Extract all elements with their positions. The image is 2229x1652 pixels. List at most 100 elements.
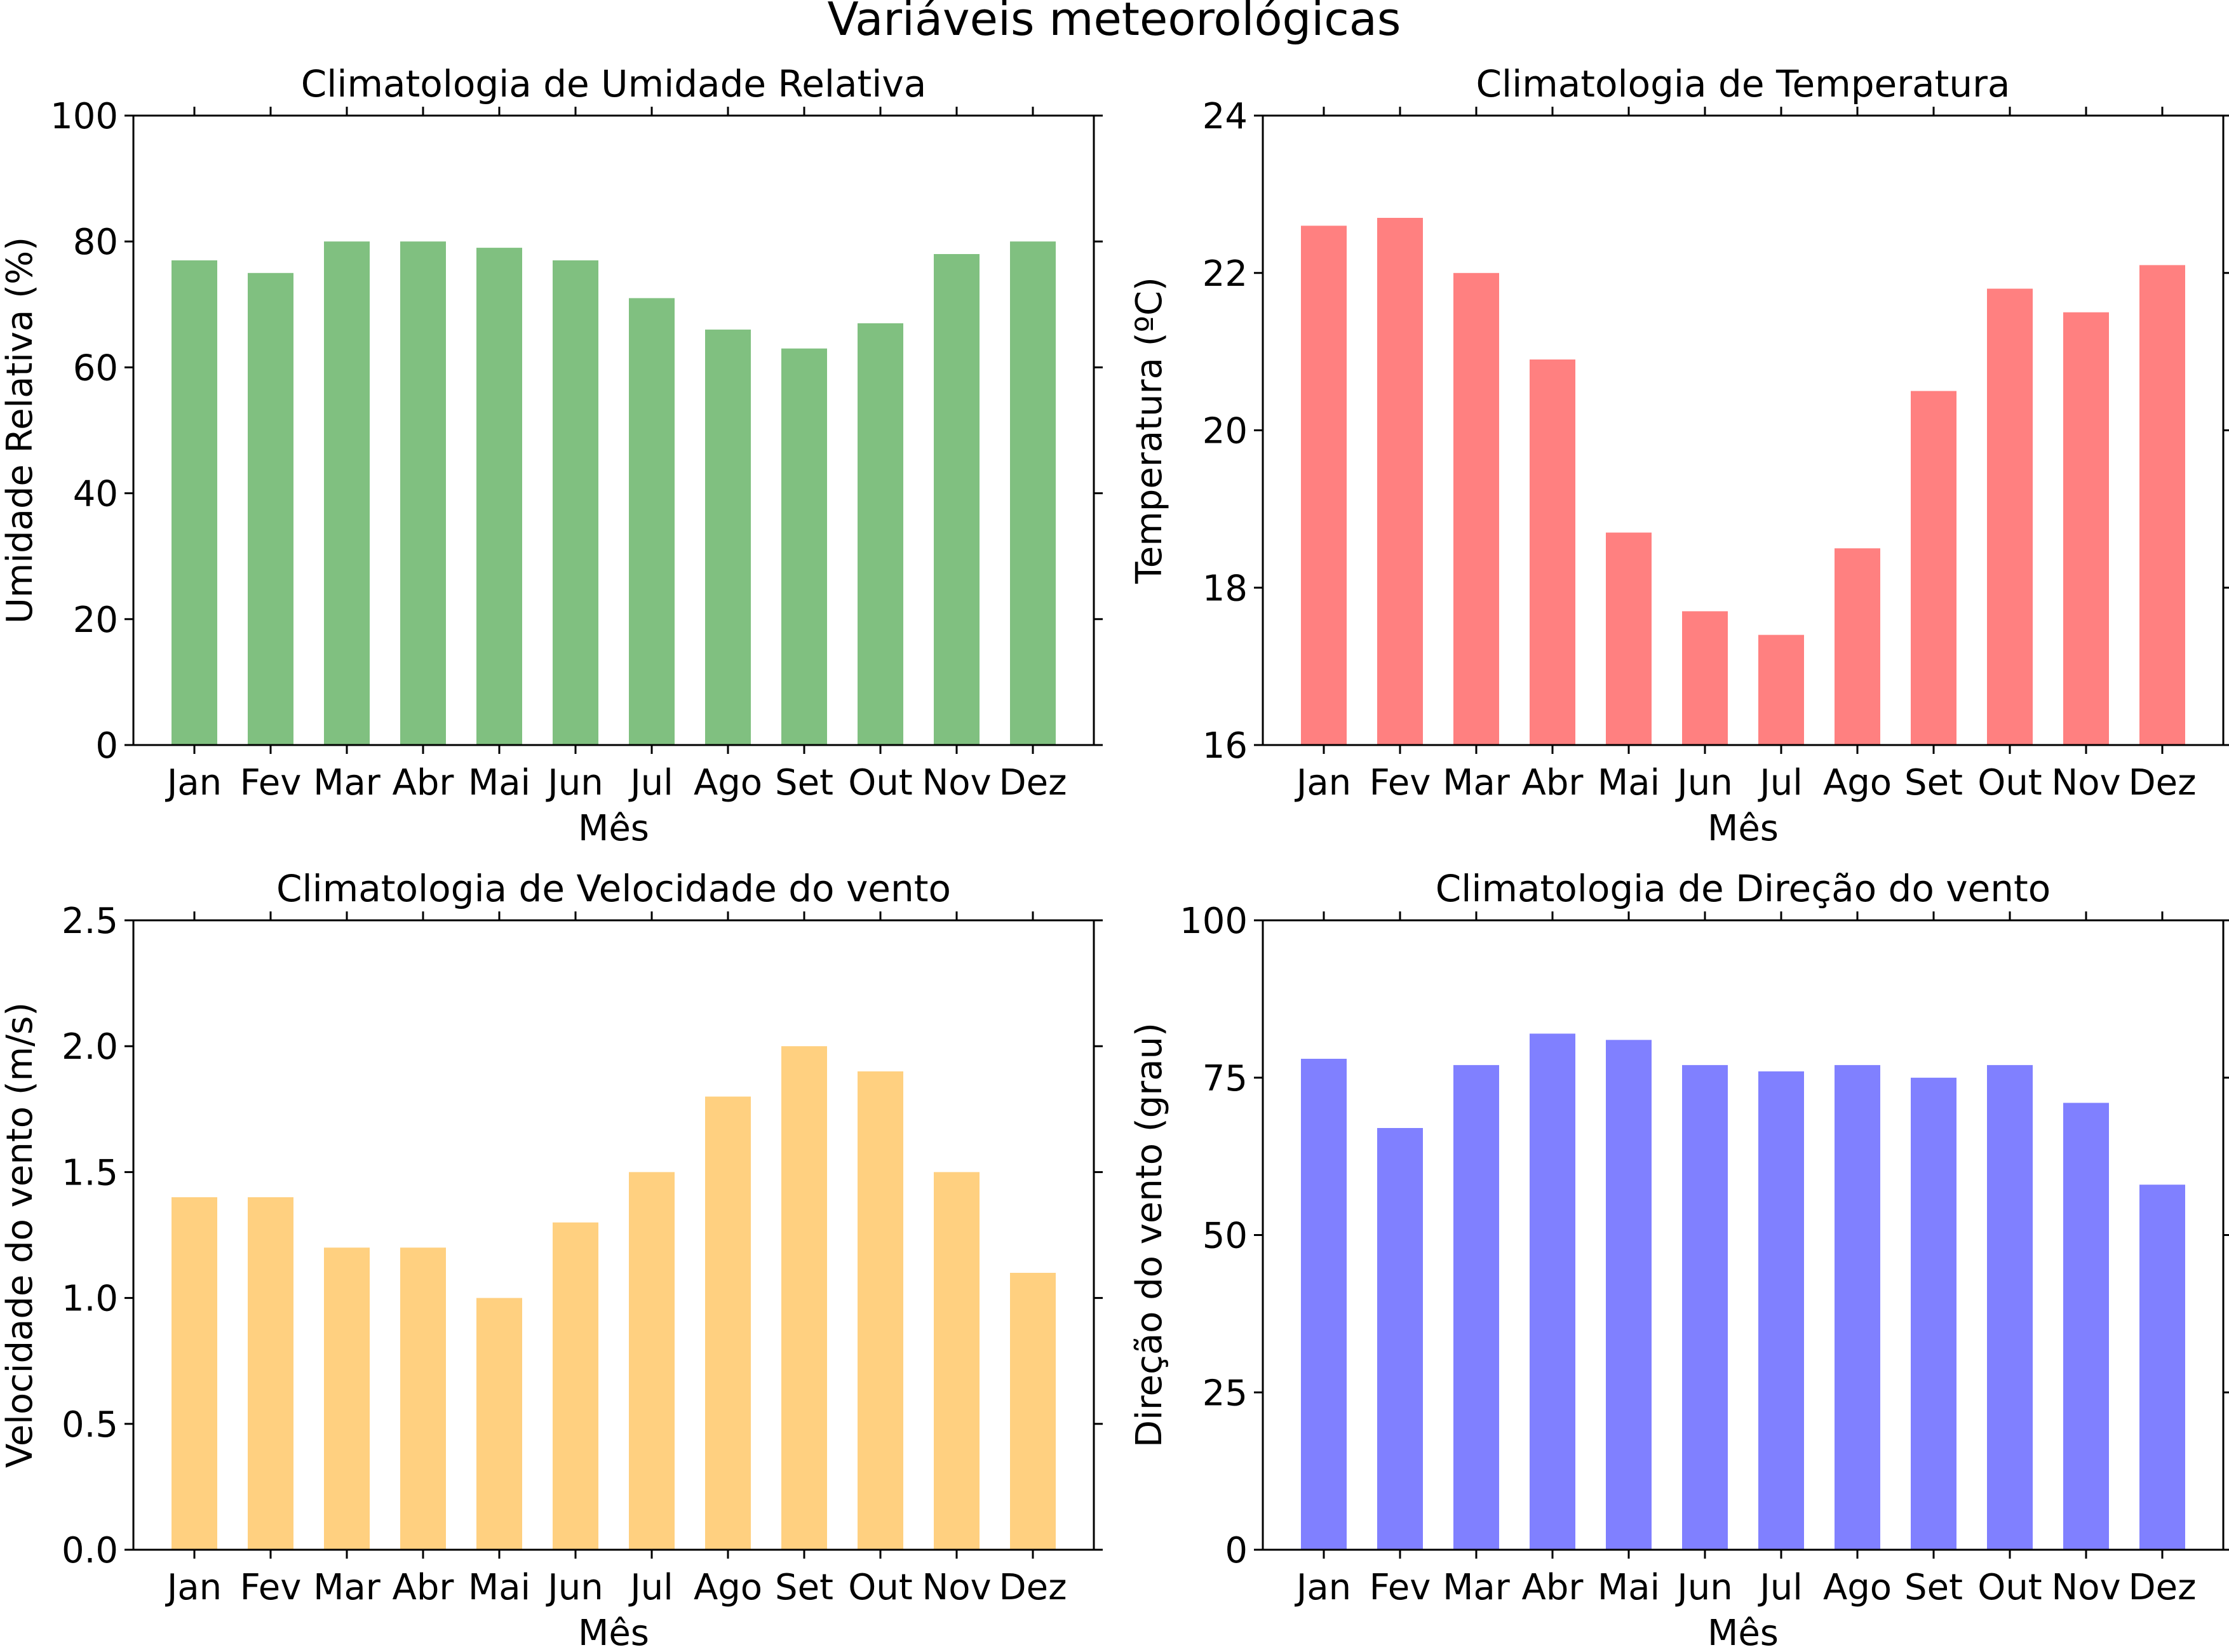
plot-frame	[132, 114, 1095, 746]
bar-nov	[934, 1172, 980, 1550]
bar-fev	[248, 272, 293, 746]
x-tick-label: Dez	[999, 1567, 1067, 1608]
y-tick-label: 100	[1180, 901, 1248, 942]
x-tick-label: Mar	[1443, 762, 1511, 803]
y-axis-label: Direção do vento (grau)	[1129, 1023, 1170, 1447]
bar-ago	[1835, 548, 1880, 745]
x-tick-label: Fev	[1370, 762, 1431, 803]
y-tick-label: 80	[73, 222, 118, 263]
bar-dez	[1010, 1273, 1056, 1550]
bar-out	[1987, 288, 2033, 745]
y-tick-label: 75	[1202, 1058, 1248, 1099]
x-axis-label: Mês	[1707, 1613, 1779, 1652]
x-tick-label: Ago	[1823, 762, 1892, 803]
y-tick-label: 0	[1225, 1530, 1248, 1571]
x-tick-label: Out	[848, 762, 913, 803]
y-axis-label: Velocidade do vento (m/s)	[0, 1002, 41, 1468]
x-tick-label: Set	[775, 1567, 833, 1608]
bar-abr	[1530, 359, 1575, 745]
bar-fev	[248, 1197, 293, 1550]
y-tick-label: 1.0	[62, 1279, 118, 1320]
bar-jul	[1758, 635, 1804, 745]
x-tick-label: Mai	[1598, 1567, 1660, 1608]
x-tick-label: Jul	[628, 1567, 673, 1608]
x-tick-label: Mai	[468, 1567, 530, 1608]
bar-dez	[2139, 1185, 2185, 1550]
x-tick-label: Jan	[165, 762, 222, 803]
bar-mar	[324, 1247, 370, 1550]
bar-mar	[1453, 1064, 1499, 1550]
bar-jan	[172, 260, 217, 745]
x-tick-label: Dez	[2129, 1567, 2197, 1608]
y-tick-label: 22	[1202, 253, 1248, 295]
x-tick-label: Nov	[2051, 1567, 2120, 1608]
x-tick-label: Jul	[1758, 1567, 1803, 1608]
y-tick-label: 0	[95, 725, 118, 767]
x-tick-label: Fev	[240, 762, 302, 803]
x-tick-label: Jan	[1295, 1567, 1351, 1608]
bar-jun	[553, 1222, 598, 1550]
x-tick-label: Mar	[313, 762, 381, 803]
bar-mar	[1453, 272, 1499, 746]
y-tick-label: 40	[73, 474, 118, 515]
x-tick-label: Jun	[1675, 762, 1733, 803]
plot-frame	[132, 919, 1095, 1551]
x-tick-label: Abr	[1522, 1567, 1584, 1608]
x-tick-label: Mai	[468, 762, 530, 803]
bar-dez	[2139, 265, 2185, 745]
bar-abr	[1530, 1033, 1575, 1550]
y-tick-label: 2.0	[62, 1026, 118, 1068]
chart-panel-2: 16 18 20 22 24 Jan Fev Mar Abr Mai Jun Jul Ago Set Out…	[1129, 62, 2229, 849]
chart-panel-4: 0 25 50 75 100 Jan Fev Mar Abr Mai Jun Jul Ago Set Out…	[1129, 867, 2229, 1652]
chart-title: Climatologia de Velocidade do vento	[276, 867, 951, 910]
bar-nov	[2063, 1103, 2109, 1550]
chart-title: Climatologia de Umidade Relativa	[301, 62, 927, 105]
x-tick-label: Jun	[546, 762, 603, 803]
x-tick-label: Out	[1977, 762, 2042, 803]
bar-set	[1911, 391, 1956, 745]
x-tick-label: Jun	[546, 1567, 603, 1608]
x-axis-label: Mês	[578, 808, 649, 849]
y-axis-label: Umidade Relativa (%)	[0, 237, 41, 624]
bar-abr	[400, 1247, 446, 1550]
y-tick-label: 25	[1202, 1373, 1248, 1414]
bar-out	[858, 323, 903, 745]
x-tick-label: Jan	[1295, 762, 1351, 803]
y-tick-label: 20	[1202, 411, 1248, 452]
x-tick-label: Out	[848, 1567, 913, 1608]
bar-jan	[172, 1197, 217, 1550]
x-axis-label: Mês	[1707, 808, 1779, 849]
x-tick-label: Nov	[922, 762, 991, 803]
x-tick-label: Nov	[2051, 762, 2120, 803]
bar-set	[781, 348, 827, 745]
bar-fev	[1377, 1128, 1423, 1550]
y-tick-label: 0.5	[62, 1404, 118, 1446]
x-tick-label: Dez	[999, 762, 1067, 803]
x-tick-label: Abr	[1522, 762, 1584, 803]
y-tick-label: 50	[1202, 1216, 1248, 1257]
bar-out	[858, 1071, 903, 1550]
x-axis-label: Mês	[578, 1613, 649, 1652]
bar-mai	[476, 1298, 522, 1550]
x-tick-label: Out	[1977, 1567, 2042, 1608]
bar-ago	[705, 329, 751, 745]
figure-title: Variáveis meteorológicas	[828, 0, 1401, 46]
x-tick-label: Ago	[694, 762, 762, 803]
y-tick-label: 2.5	[62, 901, 118, 942]
bar-jul	[629, 1172, 675, 1550]
bar-jul	[1758, 1071, 1804, 1550]
x-tick-label: Jul	[628, 762, 673, 803]
x-tick-label: Jul	[1758, 762, 1803, 803]
x-tick-label: Set	[1904, 1567, 1963, 1608]
y-tick-label: 1.5	[62, 1152, 118, 1193]
bar-jul	[629, 298, 675, 745]
bar-mai	[1606, 532, 1652, 745]
bar-dez	[1010, 241, 1056, 745]
x-tick-label: Fev	[240, 1567, 302, 1608]
x-tick-label: Jan	[165, 1567, 222, 1608]
bar-fev	[1377, 218, 1423, 745]
y-tick-label: 0.0	[62, 1530, 118, 1571]
chart-panel-1: 0 20 40 60 80 100 Jan Fev Mar Abr Mai Jun Jul Ago Set O…	[0, 62, 1103, 849]
bar-jan	[1301, 225, 1347, 745]
y-axis-label: Temperatura (ºC)	[1129, 277, 1170, 584]
